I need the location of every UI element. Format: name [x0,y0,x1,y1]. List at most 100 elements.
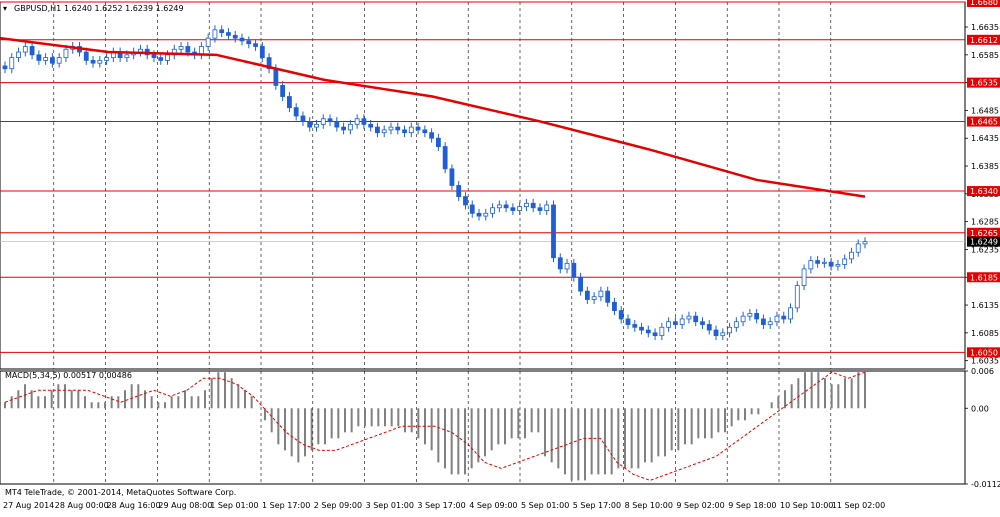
macd-label: MACD(5,34,5) 0.00517 0.00486 [5,371,132,380]
candle-body [273,68,279,86]
level-price-label: 1.6340 [970,187,998,196]
candle-body [727,326,732,334]
candle-body [828,261,834,267]
candle-body [239,37,245,42]
candle-body [564,262,570,270]
candle-body [456,185,462,198]
candle-body [713,329,719,337]
candle-body [104,57,109,61]
candle-body [693,315,699,323]
candle-body [524,202,529,208]
x-tick-label: 5 Sep 17:00 [573,501,621,510]
candle-body [22,46,28,53]
price-tick-label: 1.6285 [971,218,999,227]
candle-body [300,115,306,122]
candle-body [510,207,516,211]
candle-body [720,332,726,337]
candle-body [652,332,658,337]
candle-body [185,46,191,53]
candle-body [381,129,387,134]
candle-body [314,123,319,128]
price-tick-label: 1.6035 [971,357,999,366]
candle-body [788,307,793,320]
candle-body [835,264,841,267]
candle-body [679,318,685,325]
level-price-label: 1.6612 [970,36,998,45]
moving-average-line [0,36,866,198]
candle-body [43,57,49,61]
level-price-badge [967,34,1000,45]
candle-body [463,196,468,206]
horizontal-levels-layer [0,1,965,353]
candle-body [781,315,787,320]
level-price-badge [967,186,1000,197]
grid-layer [0,1,966,485]
candle-body [761,318,766,325]
candle-body [686,315,692,320]
level-price-badge [967,347,1000,358]
macd-pane-frame [0,370,966,485]
candle-body [483,212,489,217]
candle-body [700,321,705,325]
candle-body [320,118,326,125]
candle-body [645,329,651,334]
candle-body [246,40,252,45]
candle-body [517,206,523,211]
candle-body [287,96,292,109]
macd-signal-line [4,371,866,481]
candle-body [253,43,258,47]
candle-body [842,258,848,265]
candle-body [56,57,62,64]
candle-body [503,204,509,209]
candle-body [578,276,583,292]
candle-body [402,129,407,134]
x-tick-label: 11 Sep 02:00 [832,501,885,510]
candle-body [341,126,346,131]
candle-body [591,296,597,300]
level-price-label: 1.6185 [970,273,998,282]
candle-body [97,59,103,64]
price-tick-label: 1.6235 [971,245,999,254]
candle-body [794,285,800,309]
candle-body [672,321,678,325]
x-tick-label: 5 Sep 01:00 [521,501,569,510]
candle-body [280,85,286,97]
level-price-label: 1.6050 [970,348,998,357]
candle-body [747,312,753,317]
candle-body [862,241,868,245]
moving-average-layer [0,36,866,198]
candle-body [361,118,367,125]
price-tick-label: 1.6385 [971,162,999,171]
candle-body [733,321,739,328]
candle-body [612,301,617,312]
x-tick-label: 27 Aug 2014 [3,501,54,510]
symbol-label: GBPUSD,H1 [14,4,61,13]
x-tick-label: 10 Sep 10:00 [780,501,833,510]
candle-body [266,57,272,70]
x-tick-label: 4 Sep 09:00 [469,501,517,510]
candle-body [293,107,299,117]
candle-body [158,57,164,61]
candle-body [801,268,807,286]
x-tick-label: 8 Sep 10:00 [625,501,673,510]
candle-body [151,54,157,59]
candle-body [496,204,502,209]
candle-body [618,310,624,320]
x-tick-label: 3 Sep 17:00 [417,501,465,510]
price-tick-label: 1.6485 [971,106,999,115]
candle-body [307,121,313,128]
candle-body [178,46,184,50]
candle-body [855,243,861,253]
x-tick-label: 2 Sep 09:00 [314,501,362,510]
candle-body [849,251,854,260]
candle-body [29,46,35,56]
level-price-label: 1.6535 [970,79,998,88]
dropdown-arrow-icon[interactable]: ▾ [3,4,7,13]
level-price-badge [967,116,1000,127]
candle-body [490,207,495,214]
price-tick-label: 1.6585 [971,51,999,60]
candle-body [388,126,394,131]
candle-body [205,37,211,47]
